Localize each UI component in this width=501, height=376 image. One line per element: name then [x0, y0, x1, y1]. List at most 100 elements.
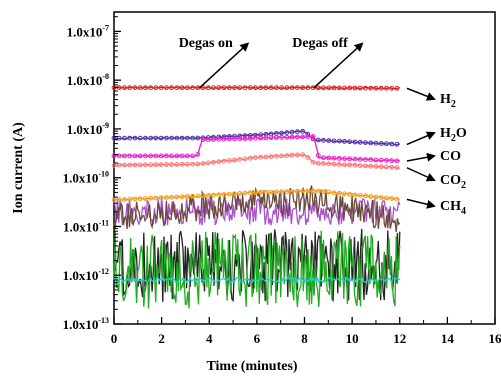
series-line-trace-5: [113, 276, 401, 285]
data-point-co2: [122, 162, 127, 168]
y-tick-label: 1.0x10-9: [67, 121, 109, 137]
data-point-h2o: [315, 137, 321, 143]
data-point-co: [289, 134, 295, 140]
data-point-h2o: [169, 135, 175, 141]
data-point-co: [368, 157, 374, 163]
data-point-h2o: [132, 135, 138, 141]
data-point-co: [274, 135, 279, 141]
data-point-co: [237, 136, 243, 142]
data-point-co: [153, 153, 159, 159]
data-point-co2: [137, 162, 143, 168]
data-point-co: [200, 137, 206, 143]
data-point-h2: [158, 85, 164, 91]
data-point-co2: [200, 161, 206, 166]
data-point-co2: [169, 162, 175, 167]
data-point-h2: [184, 85, 190, 91]
data-point-h2o: [164, 135, 169, 141]
data-point-ch4: [226, 191, 232, 197]
data-point-co2: [116, 162, 122, 168]
data-point-h2: [394, 85, 400, 91]
y-tick-label: 1.0x10-8: [67, 72, 109, 88]
data-point-h2: [247, 85, 253, 91]
data-point-co: [174, 153, 180, 159]
data-point-ch4: [384, 195, 389, 201]
data-point-h2: [127, 85, 133, 91]
data-point-h2: [326, 85, 332, 91]
data-point-co2: [164, 162, 169, 167]
data-point-h2: [221, 85, 227, 91]
data-point-ch4: [200, 193, 206, 199]
data-point-h2o: [143, 135, 148, 141]
data-point-h2: [153, 85, 159, 91]
data-point-h2: [357, 85, 363, 91]
series-label-arrow: [406, 131, 436, 146]
data-point-h2: [148, 85, 154, 91]
data-point-ch4: [143, 196, 148, 201]
data-point-ch4: [122, 197, 127, 202]
data-point-co2: [279, 153, 285, 159]
data-point-ch4: [184, 194, 190, 199]
data-point-ch4: [352, 192, 358, 198]
x-tick-label: 6: [254, 331, 261, 346]
data-point-ch4: [357, 193, 363, 198]
data-point-ch4: [315, 188, 321, 194]
data-point-h2: [368, 85, 374, 91]
y-tick-label: 1.0x10-12: [63, 267, 109, 283]
series-h2: [111, 85, 400, 91]
data-point-co: [300, 134, 306, 140]
data-point-co2: [342, 162, 347, 168]
data-point-ch4: [111, 197, 117, 203]
data-point-ch4: [242, 190, 248, 196]
series-line-trace-1: [113, 197, 401, 227]
data-point-co: [216, 136, 222, 142]
data-point-co2: [378, 164, 384, 170]
series-label-h2o: H2O: [440, 126, 467, 144]
data-point-h2: [179, 85, 185, 91]
data-point-co2: [179, 161, 185, 167]
data-point-h2o: [148, 135, 154, 141]
data-point-co2: [326, 161, 332, 167]
data-point-ch4: [179, 194, 185, 200]
x-tick-label: 14: [441, 331, 455, 346]
data-point-h2o: [258, 132, 264, 138]
data-point-co2: [205, 160, 211, 166]
series-ch4: [111, 188, 400, 203]
x-axis-title: Time (minutes): [206, 359, 297, 374]
data-point-co2: [352, 162, 358, 168]
data-point-co2: [357, 163, 363, 169]
data-point-co2: [184, 161, 190, 167]
data-point-ch4: [310, 188, 316, 194]
series-label-h2: H2: [440, 92, 456, 110]
x-tick-label: 12: [393, 331, 406, 346]
data-point-ch4: [153, 195, 159, 201]
data-point-co: [378, 157, 384, 163]
data-point-h2: [137, 85, 143, 91]
data-point-co: [132, 153, 138, 159]
data-point-co2: [289, 152, 295, 158]
data-point-ch4: [284, 189, 290, 194]
data-point-co: [258, 135, 264, 141]
x-axis: 0 2 4 6 8 10 12 14 16: [111, 317, 501, 346]
series-label-arrow: [406, 152, 436, 162]
data-point-co2: [389, 164, 395, 170]
data-point-co: [226, 136, 232, 142]
data-point-co2: [336, 162, 342, 167]
data-point-h2: [237, 85, 243, 91]
data-point-h2: [284, 85, 290, 91]
data-point-co: [232, 136, 237, 142]
data-point-co2: [242, 156, 248, 162]
data-point-h2: [169, 85, 175, 91]
data-point-h2: [232, 85, 237, 91]
data-point-ch4: [127, 196, 133, 202]
data-point-h2o: [190, 135, 196, 141]
data-point-co: [315, 153, 321, 158]
y-axis-title: Ion current (A): [11, 122, 26, 214]
data-point-ch4: [389, 196, 395, 201]
data-point-co: [242, 136, 248, 141]
data-point-ch4: [211, 192, 216, 198]
data-point-h2o: [279, 130, 285, 136]
data-point-co: [279, 135, 285, 140]
data-point-ch4: [169, 194, 175, 200]
data-point-h2: [363, 85, 368, 91]
